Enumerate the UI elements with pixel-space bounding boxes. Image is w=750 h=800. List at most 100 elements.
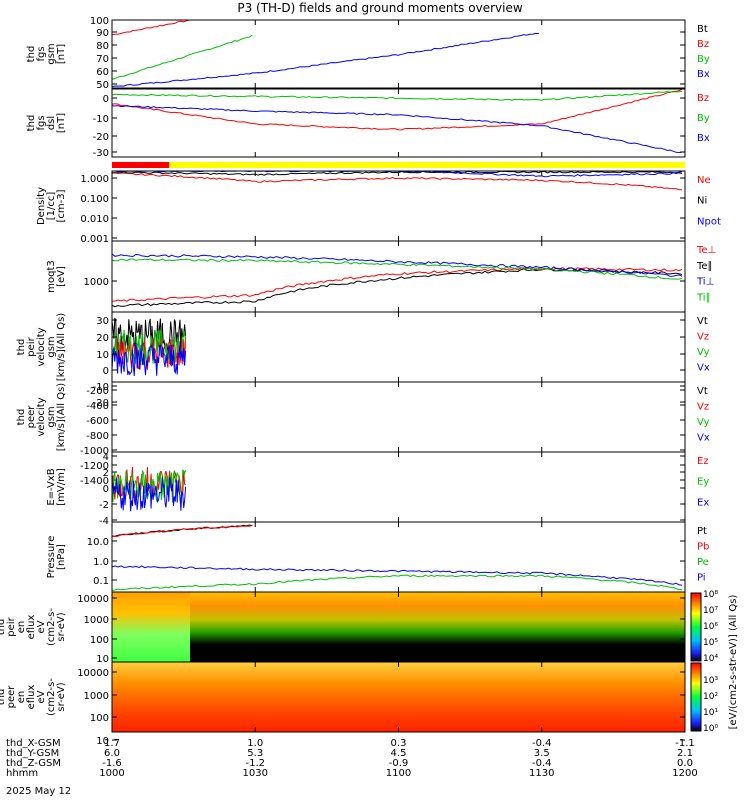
y-axis-label: eflux xyxy=(26,685,37,710)
series-p7-Ex xyxy=(111,477,187,512)
legend-Bz: Bz xyxy=(697,39,709,50)
y-tick-label: -400 xyxy=(86,401,109,412)
y-tick-label: -20 xyxy=(93,132,109,143)
y-axis-label: [mV/m] xyxy=(56,468,67,506)
y-axis-label: velocity xyxy=(36,327,47,366)
y-tick-label: 10 xyxy=(96,350,109,361)
footer-value: 1130 xyxy=(529,768,554,779)
series-p4-Ti⊥ xyxy=(111,253,683,277)
legend-Bz: Bz xyxy=(697,93,709,104)
footer-value: 1030 xyxy=(243,768,268,779)
y-tick-label: -600 xyxy=(86,416,109,427)
y-axis-label: E=-VxB xyxy=(46,468,57,505)
series-p8-Pe xyxy=(111,574,683,591)
y-tick-label: -10 xyxy=(93,382,109,393)
panel-p7: 4 2 0 -2 -4 E=-VxB [mV/m] Ez Ey Ex xyxy=(46,451,709,527)
y-axis-label: thd xyxy=(26,46,37,63)
y-axis-label: sr-eV) xyxy=(56,612,67,641)
legend-Ti∥: Ti∥ xyxy=(696,292,711,303)
colorbar-tick: 10⁸ xyxy=(703,590,718,600)
y-tick-label: 20 xyxy=(96,333,109,344)
series-p1-By xyxy=(111,34,253,80)
y-tick-label: 50 xyxy=(96,80,109,91)
y-axis-label: moqt3 xyxy=(46,260,57,293)
footer-row-label: thd_Z-GSM xyxy=(6,758,61,769)
y-axis-label: [eV] xyxy=(56,266,67,287)
y-axis-label: thd xyxy=(16,339,27,356)
status-segment-red xyxy=(112,162,170,168)
y-tick-label: 0 xyxy=(103,366,109,377)
y-axis-label: [nPa] xyxy=(56,544,67,570)
y-axis-label: (cm2-s- xyxy=(46,678,57,716)
footer-value: 6.0 xyxy=(104,748,120,759)
colorbar-tick: 10³ xyxy=(703,676,718,686)
panel-frame xyxy=(111,381,686,453)
y-axis-label: thd xyxy=(26,115,37,132)
series-p4-Ti∥ xyxy=(111,258,683,280)
y-tick-label: 100 xyxy=(90,713,109,724)
y-tick-label: 80 xyxy=(96,41,109,52)
series-p4-Te⊥ xyxy=(111,267,683,302)
series-p5-Vy xyxy=(111,328,187,366)
legend-Ez: Ez xyxy=(697,456,709,467)
y-tick-label: 1000 xyxy=(84,615,109,626)
colorbar-2 xyxy=(690,662,702,732)
y-tick-label: 10.0 xyxy=(87,537,109,548)
legend-Pt: Pt xyxy=(697,526,707,537)
footer-value: -0.4 xyxy=(532,738,552,749)
plot-title: P3 (TH-D) fields and ground moments over… xyxy=(237,1,522,15)
status-segment-yellow xyxy=(169,162,686,168)
panel-p2: 0 -10 -20 -30 thd fgs dsl [nT] Bz By Bx xyxy=(26,88,710,159)
legend-Pe: Pe xyxy=(697,557,709,568)
panel-p5: 30 20 10 0 -10 -20 thd peir velocity gsm [km/s](Al… xyxy=(16,311,710,409)
y-tick-label: 0.100 xyxy=(80,194,109,205)
y-axis-label: gsm xyxy=(46,336,57,357)
colorbar-tick: 10⁵ xyxy=(703,638,718,648)
y-axis-label: [cm-3] xyxy=(56,189,67,222)
panel-frame xyxy=(111,311,686,383)
legend-By: By xyxy=(697,54,710,65)
footer-value: -1.2 xyxy=(245,758,265,769)
y-tick-label: -30 xyxy=(93,148,109,159)
y-axis-label: fgs xyxy=(36,46,47,61)
colorbar-tick: 10⁶ xyxy=(703,622,718,632)
footer-value: -1.6 xyxy=(102,758,122,769)
y-axis-label: peer xyxy=(6,685,17,709)
legend-Bx: Bx xyxy=(697,133,710,144)
series-p1-Bz xyxy=(111,19,253,36)
y-tick-label: 100 xyxy=(90,635,109,646)
legend-Bt: Bt xyxy=(697,24,708,35)
footer-value: -0.9 xyxy=(389,758,409,769)
footer-value: 1000 xyxy=(99,768,124,779)
legend-Vt: Vt xyxy=(697,386,708,397)
y-tick-label: 0.1 xyxy=(93,576,109,587)
y-axis-label: peir xyxy=(26,336,37,356)
legend-Vx: Vx xyxy=(697,433,710,444)
legend-Ti⊥: Ti⊥ xyxy=(696,277,714,288)
y-tick-label: -1400 xyxy=(80,476,109,487)
y-tick-label: 90 xyxy=(96,28,109,39)
legend-Vx: Vx xyxy=(697,363,710,374)
y-tick-label: 10000 xyxy=(77,594,109,605)
y-tick-label: 1.0 xyxy=(93,557,109,568)
colorbar-tick: 10⁰ xyxy=(703,724,718,734)
electron-spectrogram xyxy=(112,662,685,732)
colorbar-tick: 10⁷ xyxy=(703,606,718,616)
panel-p8: 10.0 1.0 0.1 Pressure [nPa] Pt Pb Pe Pi xyxy=(46,521,709,593)
footer-value: 4.5 xyxy=(391,748,407,759)
y-tick-label: 1.000 xyxy=(80,174,109,185)
series-p5-Vx xyxy=(111,341,187,376)
date-label: 2025 May 12 xyxy=(6,786,71,797)
y-axis-label: fgs xyxy=(36,115,47,130)
legend-Pi: Pi xyxy=(697,573,706,584)
legend-Ex: Ex xyxy=(697,497,709,508)
panel-p9: 10000 1000 100 10 thd peir en eflux eV (cm2-s-sr-… xyxy=(0,591,686,665)
panel-p4: 1000 moqt3 [eV] Te⊥ Te∥ Ti⊥ Ti∥ xyxy=(46,240,716,313)
footer-value: 1200 xyxy=(672,768,697,779)
footer-value: 1.7 xyxy=(104,738,120,749)
panel-p3: 1.000 0.100 0.010 0.001 Density [1/cc] [cm-3] N… xyxy=(36,170,721,245)
footer-value: -0.4 xyxy=(532,758,552,769)
series-p2-By xyxy=(111,91,683,101)
ion-spectrogram xyxy=(112,592,685,662)
